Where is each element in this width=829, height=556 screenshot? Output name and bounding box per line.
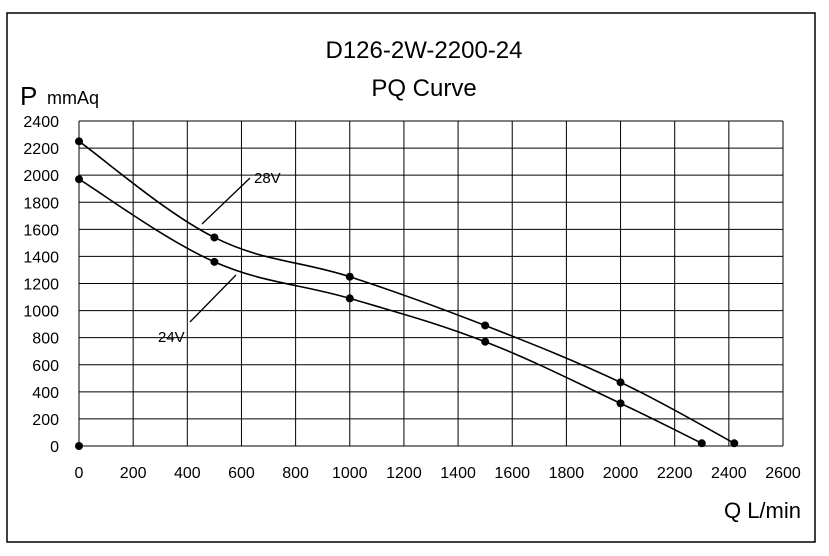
y-tick-label: 800	[32, 331, 59, 348]
x-tick-label: 2600	[765, 465, 801, 482]
x-tick-label: 1000	[332, 465, 368, 482]
data-point-24v	[345, 294, 354, 303]
x-tick-label: 1400	[440, 465, 476, 482]
series-lines	[78, 140, 735, 445]
x-tick-label: 1800	[549, 465, 585, 482]
data-point-28v	[210, 233, 219, 242]
x-tick-label: 600	[228, 465, 255, 482]
series-label-24v: 24V	[158, 329, 185, 346]
data-point-28v	[616, 378, 625, 387]
series-line-28v	[78, 140, 735, 444]
data-point-24v	[75, 175, 83, 184]
y-axis-symbol: P	[20, 81, 37, 111]
data-point-28v	[75, 137, 83, 146]
x-tick-label: 1200	[386, 465, 422, 482]
data-point-24v	[481, 337, 490, 346]
x-tick-label: 2000	[603, 465, 639, 482]
x-tick-label: 800	[282, 465, 309, 482]
y-tick-label: 1800	[23, 195, 59, 212]
y-tick-labels: 0 200 400 600 800 1000 1200 1400 1600 1800 2000 220…	[23, 114, 59, 456]
y-tick-label: 2400	[23, 114, 59, 131]
x-tick-labels: 0 200 400 600 800 1000 1200 1400 1600 1800 2000 220…	[75, 465, 801, 482]
y-tick-label: 1200	[23, 277, 59, 294]
y-tick-label: 0	[50, 439, 59, 456]
series-line-24v	[78, 178, 703, 445]
x-tick-label: 2200	[657, 465, 693, 482]
data-point-24v	[697, 439, 706, 448]
y-tick-label: 2200	[23, 141, 59, 158]
x-tick-label: 2400	[711, 465, 747, 482]
series-label-28v: 28V	[254, 170, 281, 187]
label-leader-28v	[201, 177, 251, 225]
y-axis-unit: mmAq	[47, 88, 99, 108]
x-tick-label: 1600	[494, 465, 530, 482]
x-tick-label: 200	[120, 465, 147, 482]
grid	[78, 120, 784, 447]
chart-title: D126-2W-2200-24	[325, 37, 522, 64]
y-tick-label: 600	[32, 358, 59, 375]
data-point-24v	[616, 399, 625, 408]
y-tick-label: 200	[32, 412, 59, 429]
data-point-24v	[210, 257, 219, 266]
x-tick-label: 0	[75, 465, 84, 482]
data-point-origin	[75, 442, 83, 450]
label-leader-24v	[189, 274, 237, 323]
x-axis-label: Q L/min	[724, 498, 801, 523]
data-point-28v	[730, 439, 739, 448]
y-tick-label: 1600	[23, 222, 59, 239]
x-tick-label: 400	[174, 465, 201, 482]
chart-subtitle: PQ Curve	[371, 75, 476, 102]
data-point-28v	[345, 272, 354, 281]
data-point-28v	[481, 321, 490, 330]
y-tick-label: 2000	[23, 168, 59, 185]
data-points	[75, 137, 739, 450]
y-tick-label: 400	[32, 385, 59, 402]
outer-border	[6, 12, 816, 543]
y-tick-label: 1000	[23, 304, 59, 321]
y-tick-label: 1400	[23, 249, 59, 266]
